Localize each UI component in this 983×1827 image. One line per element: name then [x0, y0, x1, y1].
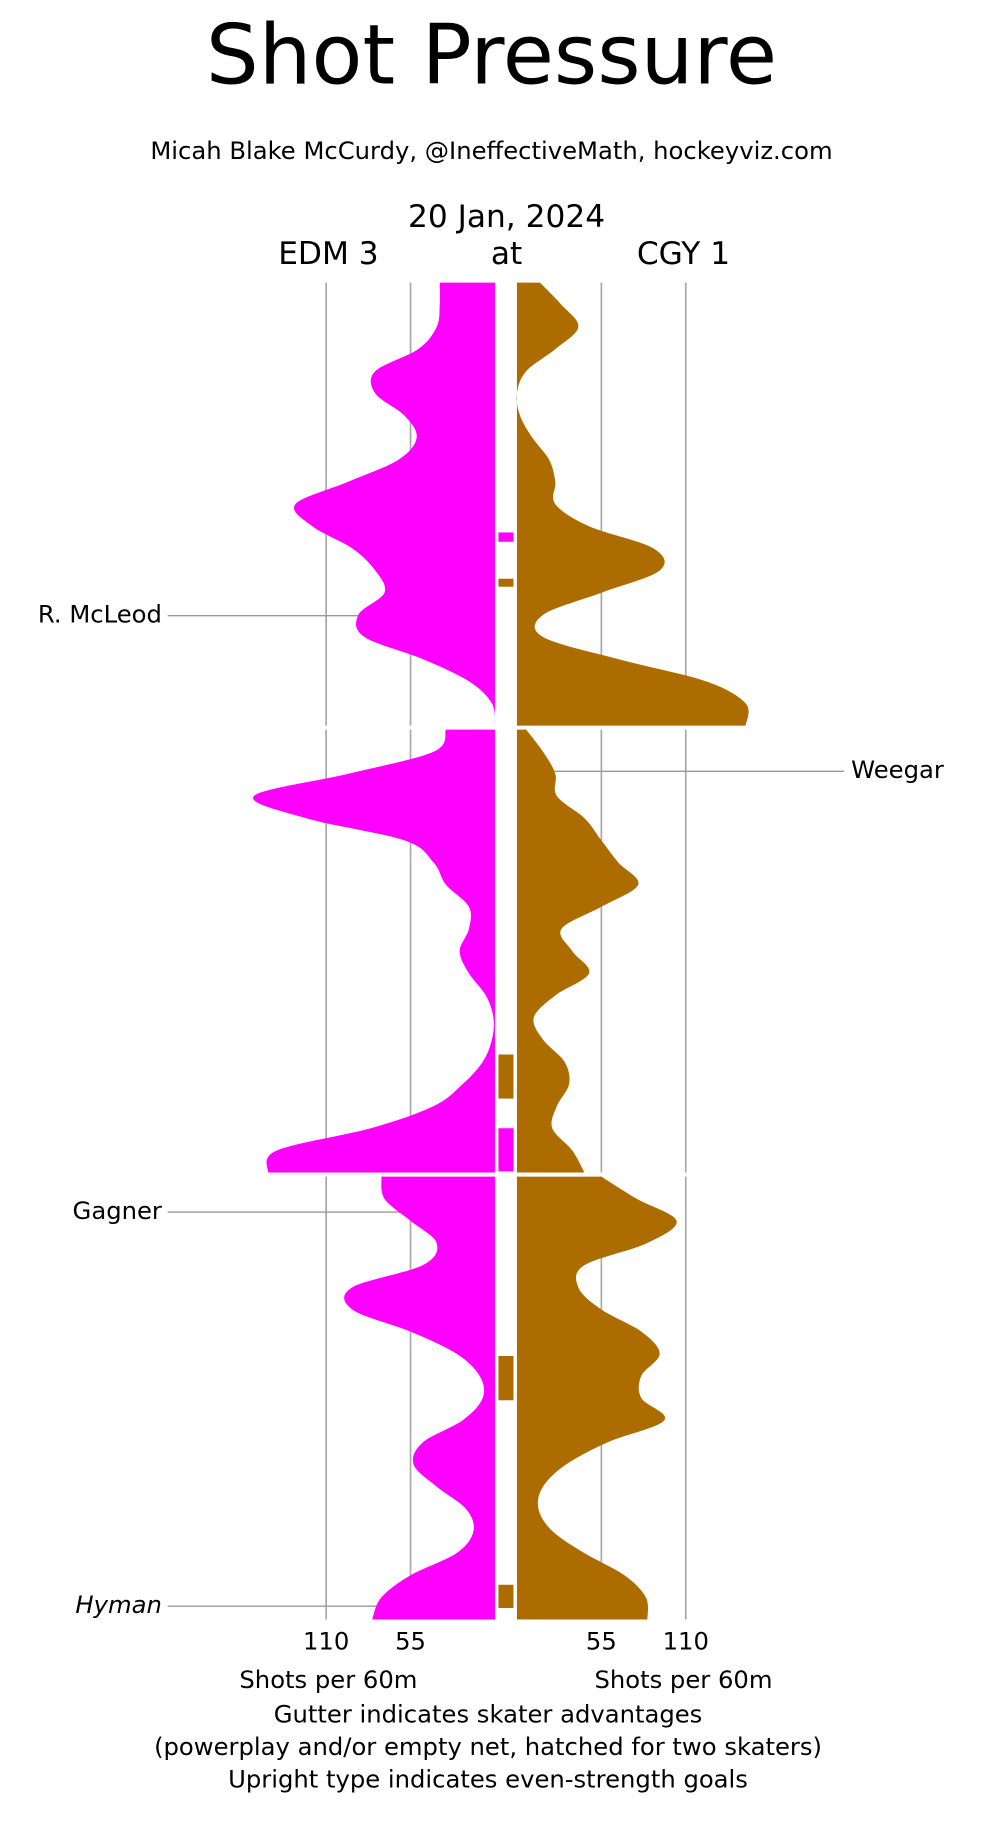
team-label: EDM 3 — [278, 236, 379, 272]
x-axis-label: Shots per 60m — [594, 1665, 772, 1694]
x-tick-label: 55 — [395, 1627, 426, 1656]
grid — [167, 282, 845, 1620]
goal-label: Gagner — [73, 1196, 162, 1225]
gutter-mark — [498, 1128, 514, 1172]
x-tick-label: 110 — [663, 1627, 709, 1656]
x-axis-label: Shots per 60m — [239, 1665, 417, 1694]
gutter-mark — [498, 578, 514, 587]
team-label: CGY 1 — [637, 236, 730, 272]
gutter-mark — [498, 1584, 514, 1609]
pressure-area — [516, 1176, 677, 1620]
gutter-mark — [498, 1355, 514, 1401]
pressure-area — [516, 729, 639, 1173]
pressure-area — [344, 1176, 495, 1620]
pressure-area — [293, 282, 495, 726]
gutter-mark — [498, 532, 514, 542]
x-tick-label: 55 — [586, 1627, 617, 1656]
chart-title: Shot Pressure — [206, 7, 777, 104]
goal-label: Hyman — [75, 1590, 162, 1619]
note: Gutter indicates skater advantages — [274, 1700, 703, 1729]
gutter-mark — [498, 1054, 514, 1099]
pressure-area — [253, 729, 495, 1173]
between: at — [491, 236, 522, 272]
goal-label: Weegar — [851, 755, 944, 784]
goal-label: R. McLeod — [38, 600, 162, 629]
labels: 55 110 Shots per 60m 55 110 Shots per 60m EDM … — [38, 236, 944, 1793]
note: Upright type indicates even-strength goa… — [228, 1764, 748, 1793]
subtitle: Micah Blake McCurdy, @IneffectiveMath, h… — [150, 136, 832, 165]
x-tick-label: 110 — [303, 1627, 349, 1656]
note: (powerplay and/or empty net, hatched for… — [154, 1732, 822, 1761]
date: 20 Jan, 2024 — [408, 199, 605, 235]
marks — [253, 282, 749, 1620]
pressure-area — [516, 282, 749, 726]
